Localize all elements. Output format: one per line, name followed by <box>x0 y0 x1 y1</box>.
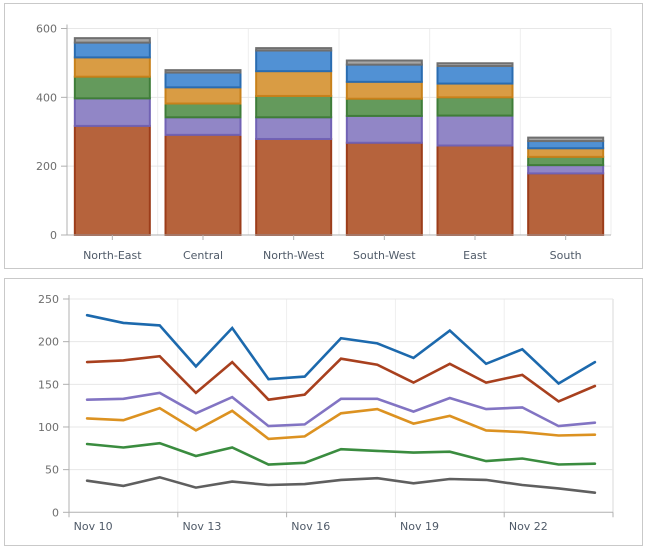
line-chart-panel: 0 50 100 150 200 250 Nov 10 Nov 13 Nov 16 Nov 19 N… <box>4 278 643 546</box>
bar-segment-blue[interactable] <box>345 63 423 83</box>
category-label: South-West <box>353 249 416 262</box>
y-axis-tick-label: 50 <box>45 464 59 477</box>
bar-segment-green[interactable] <box>255 94 333 119</box>
category-label: Central <box>183 249 223 262</box>
bar-segment-blue[interactable] <box>164 71 242 89</box>
bar-segment-orange[interactable] <box>255 70 333 97</box>
bar-segment-purple[interactable] <box>164 116 242 136</box>
category-label: North-East <box>83 249 142 262</box>
y-axis-tick-label: 200 <box>36 160 57 173</box>
bar-segment-blue[interactable] <box>527 140 605 150</box>
line-chart: 0 50 100 150 200 250 Nov 10 Nov 13 Nov 16 Nov 19 N… <box>38 293 614 533</box>
x-axis-date-label: Nov 22 <box>509 520 548 533</box>
bar-segment-green[interactable] <box>164 102 242 119</box>
bar-segment-purple[interactable] <box>73 97 151 127</box>
bar-segment-purple[interactable] <box>436 114 514 147</box>
bar-segment-orange[interactable] <box>527 147 605 158</box>
bar-segment-purple[interactable] <box>345 114 423 144</box>
bar-segment-orange[interactable] <box>436 82 514 99</box>
bar-segment-orange[interactable] <box>164 86 242 105</box>
bar-segment-purple[interactable] <box>527 164 605 175</box>
line-series-blue[interactable] <box>85 313 597 386</box>
bar-segment-rust[interactable] <box>436 144 514 236</box>
bar-segment-gray[interactable] <box>255 47 333 52</box>
category-label: North-West <box>263 249 325 262</box>
y-axis-tick-label: 100 <box>38 421 59 434</box>
bar-segment-gray[interactable] <box>73 37 151 44</box>
bar-segment-gray[interactable] <box>345 59 423 66</box>
y-axis-tick-label: 150 <box>38 378 59 391</box>
bar-segment-rust[interactable] <box>345 141 423 236</box>
y-axis-tick-label: 600 <box>36 22 57 35</box>
category-label: East <box>463 249 487 262</box>
y-axis-tick-label: 400 <box>36 91 57 104</box>
x-axis-date-label: Nov 16 <box>291 520 330 533</box>
bar-segment-green[interactable] <box>436 96 514 117</box>
y-axis-tick-label: 0 <box>52 506 59 519</box>
x-axis-date-label: Nov 10 <box>74 520 113 533</box>
bar-segment-orange[interactable] <box>345 80 423 100</box>
bar-segment-green[interactable] <box>73 75 151 100</box>
bar-segment-orange[interactable] <box>73 56 151 78</box>
line-series-orange[interactable] <box>85 406 597 441</box>
stacked-bar-chart: 0 200 400 600 North-East Central North-West Sou… <box>36 22 612 262</box>
line-series-purple[interactable] <box>85 391 597 428</box>
bar-segment-green[interactable] <box>345 97 423 117</box>
bar-segment-gray[interactable] <box>164 69 242 74</box>
bar-segment-purple[interactable] <box>255 116 333 140</box>
bar-segment-rust[interactable] <box>164 133 242 236</box>
bar-segment-green[interactable] <box>527 155 605 167</box>
stacked-bar-chart-panel: 0 200 400 600 North-East Central North-West Sou… <box>4 3 643 269</box>
bar-segment-rust[interactable] <box>527 172 605 236</box>
y-axis-tick-label: 0 <box>50 229 57 242</box>
bar-segment-blue[interactable] <box>255 49 333 73</box>
line-series-red[interactable] <box>85 354 597 403</box>
line-series-green[interactable] <box>85 441 597 466</box>
bar-segment-rust[interactable] <box>255 137 333 236</box>
bar-segment-gray[interactable] <box>527 136 605 143</box>
bar-segment-blue[interactable] <box>436 65 514 85</box>
x-axis-date-label: Nov 13 <box>182 520 221 533</box>
x-axis-date-label: Nov 19 <box>400 520 439 533</box>
bar-segment-gray[interactable] <box>436 62 514 68</box>
bar-segment-blue[interactable] <box>73 41 151 59</box>
category-label: South <box>550 249 582 262</box>
bar-segment-rust[interactable] <box>73 124 151 236</box>
y-axis-tick-label: 200 <box>38 336 59 349</box>
y-axis-tick-label: 250 <box>38 293 59 306</box>
line-series-gray[interactable] <box>85 475 597 494</box>
